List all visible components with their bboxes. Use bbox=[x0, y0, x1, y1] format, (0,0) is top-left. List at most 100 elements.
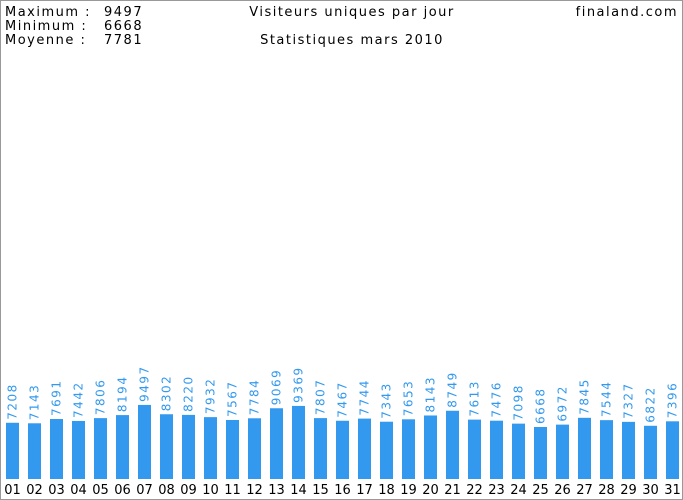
bar bbox=[28, 423, 41, 479]
x-tick-label: 01 bbox=[4, 483, 21, 498]
bar bbox=[248, 418, 261, 479]
x-tick-label: 30 bbox=[642, 483, 659, 498]
chart-title: Visiteurs uniques par jour bbox=[249, 5, 455, 20]
site-name: finaland.com bbox=[576, 5, 678, 20]
bar bbox=[468, 419, 481, 479]
value-label: 9069 bbox=[270, 369, 284, 406]
value-label: 7143 bbox=[28, 384, 42, 421]
value-label: 8194 bbox=[116, 376, 130, 413]
value-label: 7208 bbox=[6, 383, 20, 420]
value-label: 8302 bbox=[160, 375, 174, 412]
stat-value: 7781 bbox=[104, 33, 143, 48]
value-label: 7784 bbox=[248, 379, 262, 416]
bar bbox=[138, 404, 151, 479]
bar bbox=[556, 424, 569, 479]
x-tick-label: 28 bbox=[598, 483, 615, 498]
value-label: 7442 bbox=[72, 381, 86, 418]
value-label: 7932 bbox=[204, 378, 218, 415]
x-tick-label: 08 bbox=[158, 483, 175, 498]
bar bbox=[72, 420, 85, 479]
bar bbox=[270, 408, 283, 479]
x-tick-label: 14 bbox=[290, 483, 307, 498]
value-label: 7613 bbox=[468, 380, 482, 417]
bar bbox=[644, 425, 657, 479]
bar bbox=[336, 420, 349, 479]
bar bbox=[160, 414, 173, 479]
bar bbox=[6, 422, 19, 479]
x-tick-label: 29 bbox=[620, 483, 637, 498]
value-label: 7476 bbox=[490, 381, 504, 418]
x-tick-label: 20 bbox=[422, 483, 439, 498]
bar bbox=[402, 419, 415, 479]
value-label: 8143 bbox=[424, 376, 438, 413]
bar bbox=[446, 410, 459, 479]
x-tick-label: 10 bbox=[202, 483, 219, 498]
x-tick-label: 11 bbox=[224, 483, 241, 498]
bar bbox=[116, 415, 129, 479]
bar bbox=[578, 417, 591, 479]
bar bbox=[380, 421, 393, 479]
bar bbox=[666, 421, 679, 479]
value-label: 7467 bbox=[336, 381, 350, 418]
value-label: 6668 bbox=[534, 387, 548, 424]
value-label: 7691 bbox=[50, 379, 64, 416]
bar bbox=[50, 419, 63, 479]
stat-value: 9497 bbox=[104, 5, 143, 20]
x-tick-label: 17 bbox=[356, 483, 373, 498]
x-tick-label: 27 bbox=[576, 483, 593, 498]
x-tick-label: 12 bbox=[246, 483, 263, 498]
bar bbox=[94, 418, 107, 479]
x-tick-label: 04 bbox=[70, 483, 87, 498]
bar bbox=[490, 420, 503, 479]
value-label: 7807 bbox=[314, 379, 328, 416]
bar bbox=[424, 415, 437, 479]
value-label: 8220 bbox=[182, 375, 196, 412]
stat-label: Maximum : bbox=[5, 5, 91, 20]
bar bbox=[314, 418, 327, 479]
value-label: 7544 bbox=[600, 381, 614, 418]
value-label: 7567 bbox=[226, 380, 240, 417]
bar bbox=[204, 417, 217, 479]
x-tick-label: 16 bbox=[334, 483, 351, 498]
x-tick-label: 21 bbox=[444, 483, 461, 498]
bar bbox=[358, 418, 371, 479]
value-label: 6822 bbox=[644, 386, 658, 423]
chart-subtitle: Statistiques mars 2010 bbox=[260, 33, 444, 48]
stat-label: Moyenne : bbox=[5, 33, 86, 48]
bar bbox=[512, 423, 525, 479]
value-label: 7845 bbox=[578, 378, 592, 415]
value-label: 7744 bbox=[358, 379, 372, 416]
x-tick-label: 19 bbox=[400, 483, 417, 498]
bar bbox=[600, 420, 613, 479]
bar bbox=[182, 414, 195, 479]
x-tick-label: 05 bbox=[92, 483, 109, 498]
x-tick-label: 23 bbox=[488, 483, 505, 498]
x-tick-label: 09 bbox=[180, 483, 197, 498]
bar bbox=[534, 426, 547, 479]
x-tick-label: 31 bbox=[664, 483, 681, 498]
value-label: 8749 bbox=[446, 371, 460, 408]
value-label: 7653 bbox=[402, 380, 416, 417]
value-label: 7806 bbox=[94, 379, 108, 416]
value-label: 7327 bbox=[622, 382, 636, 419]
value-label: 9369 bbox=[292, 366, 306, 403]
x-tick-label: 25 bbox=[532, 483, 549, 498]
x-tick-label: 18 bbox=[378, 483, 395, 498]
x-tick-label: 22 bbox=[466, 483, 483, 498]
value-label: 7396 bbox=[666, 382, 680, 419]
x-tick-label: 15 bbox=[312, 483, 329, 498]
x-tick-label: 26 bbox=[554, 483, 571, 498]
stat-label: Minimum : bbox=[5, 19, 87, 34]
x-tick-label: 02 bbox=[26, 483, 43, 498]
x-tick-label: 13 bbox=[268, 483, 285, 498]
value-label: 7343 bbox=[380, 382, 394, 419]
x-tick-label: 03 bbox=[48, 483, 65, 498]
x-tick-label: 24 bbox=[510, 483, 527, 498]
value-label: 9497 bbox=[138, 365, 152, 402]
bar bbox=[622, 421, 635, 479]
x-tick-label: 07 bbox=[136, 483, 153, 498]
x-tick-label: 06 bbox=[114, 483, 131, 498]
bar bbox=[226, 419, 239, 479]
